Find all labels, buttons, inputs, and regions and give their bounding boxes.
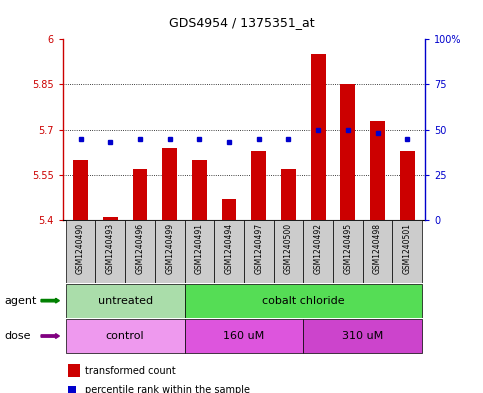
Bar (66, 220, 96, 283)
Text: GSM1240495: GSM1240495 (343, 223, 352, 274)
Bar (73, 160, 88, 220)
Bar (192, 160, 207, 220)
Text: GDS4954 / 1375351_at: GDS4954 / 1375351_at (169, 16, 314, 29)
Text: GSM1240500: GSM1240500 (284, 223, 293, 274)
Bar (303, 319, 422, 353)
Text: GSM1240497: GSM1240497 (254, 223, 263, 274)
Text: transformed count: transformed count (85, 365, 175, 376)
Bar (155, 220, 185, 283)
Text: GSM1240501: GSM1240501 (403, 223, 412, 274)
Bar (103, 217, 118, 220)
Bar (185, 284, 422, 318)
Bar (66, 319, 185, 353)
Text: GSM1240496: GSM1240496 (136, 223, 144, 274)
Text: GSM1240494: GSM1240494 (225, 223, 234, 274)
Bar (132, 169, 147, 220)
Bar (333, 220, 363, 283)
Bar (125, 220, 155, 283)
Text: 160 uM: 160 uM (223, 331, 265, 341)
Bar (400, 151, 414, 220)
Bar (185, 319, 303, 353)
Bar (214, 220, 244, 283)
Bar (273, 220, 303, 283)
Bar (392, 220, 422, 283)
Text: GSM1240498: GSM1240498 (373, 223, 382, 274)
Text: GSM1240493: GSM1240493 (106, 223, 115, 274)
Bar (185, 220, 214, 283)
Bar (370, 121, 385, 220)
Text: GSM1240490: GSM1240490 (76, 223, 85, 274)
Text: agent: agent (5, 296, 37, 306)
Text: untreated: untreated (98, 296, 153, 306)
Bar (66, 284, 185, 318)
Bar (251, 151, 266, 220)
Text: GSM1240499: GSM1240499 (165, 223, 174, 274)
Bar (96, 220, 125, 283)
Text: GSM1240492: GSM1240492 (313, 223, 323, 274)
Text: 310 uM: 310 uM (342, 331, 384, 341)
Text: control: control (106, 331, 144, 341)
Bar (162, 148, 177, 220)
Bar (222, 199, 237, 220)
Text: cobalt chloride: cobalt chloride (262, 296, 344, 306)
Text: dose: dose (5, 331, 31, 341)
Bar (363, 220, 392, 283)
Text: percentile rank within the sample: percentile rank within the sample (85, 385, 250, 393)
Bar (303, 220, 333, 283)
Bar (281, 169, 296, 220)
Bar (341, 84, 355, 220)
Text: GSM1240491: GSM1240491 (195, 223, 204, 274)
Bar (311, 54, 326, 220)
Bar (244, 220, 273, 283)
